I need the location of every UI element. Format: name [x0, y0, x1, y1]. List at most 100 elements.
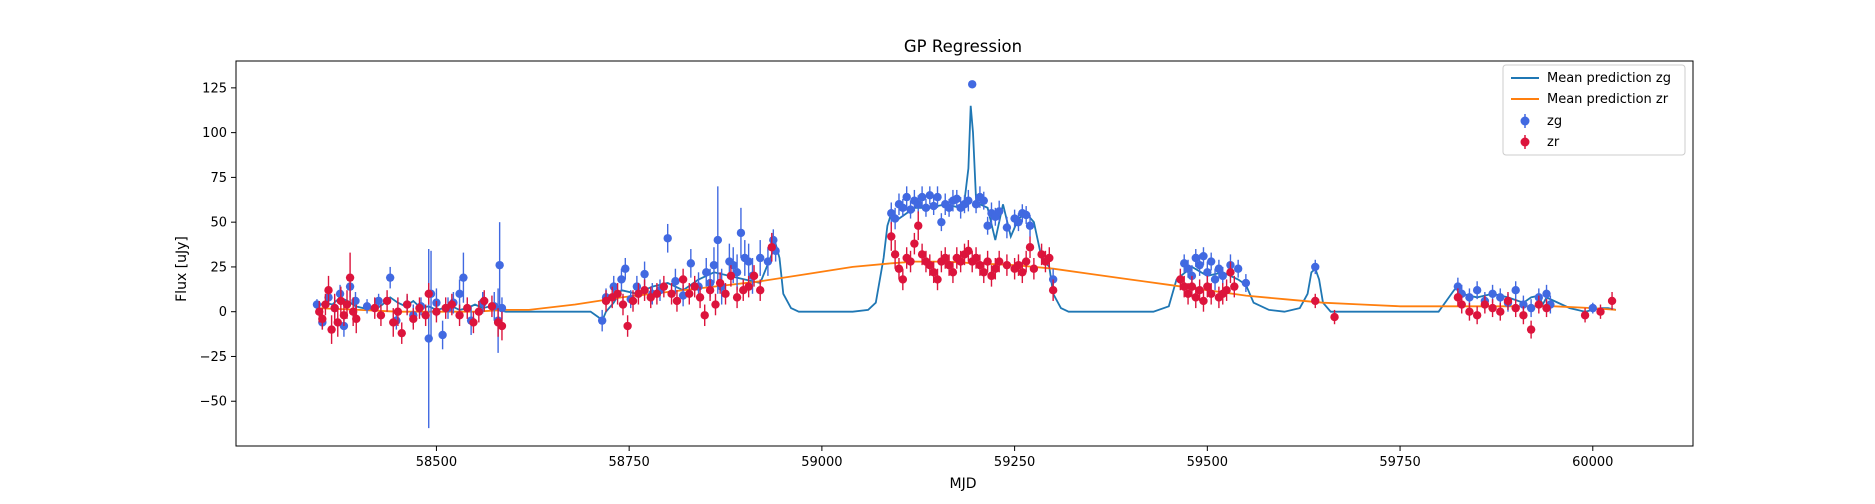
data-point-zg: [1527, 299, 1535, 317]
marker: [1207, 257, 1215, 265]
marker: [910, 239, 918, 247]
marker: [1049, 286, 1057, 294]
marker: [679, 275, 687, 283]
marker: [463, 304, 471, 312]
marker: [1596, 307, 1604, 315]
marker: [480, 297, 488, 305]
marker: [1211, 275, 1219, 283]
marker: [660, 282, 668, 290]
marker: [902, 193, 910, 201]
marker: [498, 322, 506, 330]
marker: [1022, 257, 1030, 265]
marker: [1458, 300, 1466, 308]
marker: [1454, 293, 1462, 301]
marker: [690, 282, 698, 290]
marker: [409, 315, 417, 323]
marker: [1608, 297, 1616, 305]
marker: [926, 191, 934, 199]
marker: [1219, 272, 1227, 280]
marker: [716, 279, 724, 287]
marker: [914, 222, 922, 230]
series-points-zr: [315, 211, 1616, 344]
y-tick-label: 75: [210, 171, 227, 186]
legend-marker-zg: [1521, 117, 1530, 126]
y-tick-label: 100: [202, 126, 227, 141]
marker: [488, 302, 496, 310]
marker: [415, 304, 423, 312]
x-tick-label: 58500: [416, 455, 457, 470]
data-point-zr: [1030, 258, 1038, 279]
marker: [1488, 290, 1496, 298]
data-point-zg: [1207, 253, 1215, 271]
legend-label-zg-line: Mean prediction zg: [1547, 71, 1671, 86]
marker: [1195, 286, 1203, 294]
marker: [475, 307, 483, 315]
series-line-zg: [317, 106, 1616, 321]
marker: [991, 265, 999, 273]
marker: [891, 214, 899, 222]
marker: [1504, 297, 1512, 305]
marker: [383, 297, 391, 305]
marker: [640, 270, 648, 278]
marker: [764, 257, 772, 265]
marker: [640, 286, 648, 294]
marker: [710, 261, 718, 269]
data-point-zg: [737, 208, 745, 258]
legend-marker-zr: [1521, 138, 1530, 147]
marker: [1203, 268, 1211, 276]
marker: [899, 275, 907, 283]
marker: [324, 286, 332, 294]
marker: [421, 311, 429, 319]
marker: [469, 318, 477, 326]
marker: [598, 316, 606, 324]
marker: [1589, 304, 1597, 312]
marker: [623, 322, 631, 330]
marker: [1026, 222, 1034, 230]
marker: [1581, 311, 1589, 319]
marker: [1022, 211, 1030, 219]
marker: [964, 196, 972, 204]
data-point-zg: [687, 249, 695, 278]
marker: [425, 290, 433, 298]
data-point-zg: [495, 222, 503, 308]
marker: [1488, 304, 1496, 312]
legend: Mean prediction zg Mean prediction zr zg…: [1503, 65, 1685, 155]
data-point-zg: [664, 224, 672, 253]
data-point-zr: [1488, 299, 1496, 317]
marker: [929, 268, 937, 276]
data-point-zr: [498, 312, 506, 341]
marker: [346, 273, 354, 281]
data-point-zr: [1519, 306, 1527, 324]
marker: [980, 196, 988, 204]
marker: [1481, 300, 1489, 308]
marker: [768, 243, 776, 251]
marker: [744, 257, 752, 265]
marker: [613, 290, 621, 298]
marker: [1180, 282, 1188, 290]
data-point-zg: [968, 80, 976, 88]
marker: [1535, 300, 1543, 308]
marker: [895, 265, 903, 273]
marker: [756, 254, 764, 262]
marker: [701, 311, 709, 319]
marker: [891, 250, 899, 258]
marker: [968, 80, 976, 88]
data-point-zr: [887, 222, 895, 251]
marker: [1014, 261, 1022, 269]
marker: [756, 286, 764, 294]
data-point-zg: [937, 213, 945, 231]
marker: [887, 232, 895, 240]
marker: [1519, 311, 1527, 319]
marker: [403, 300, 411, 308]
marker: [972, 254, 980, 262]
marker: [1192, 293, 1200, 301]
marker: [1199, 252, 1207, 260]
marker: [733, 293, 741, 301]
data-point-zg: [438, 321, 446, 350]
data-point-zg: [756, 240, 764, 276]
marker: [918, 250, 926, 258]
legend-label-zg-points: zg: [1547, 114, 1562, 129]
marker: [899, 204, 907, 212]
marker: [995, 257, 1003, 265]
data-point-zr: [910, 233, 918, 254]
